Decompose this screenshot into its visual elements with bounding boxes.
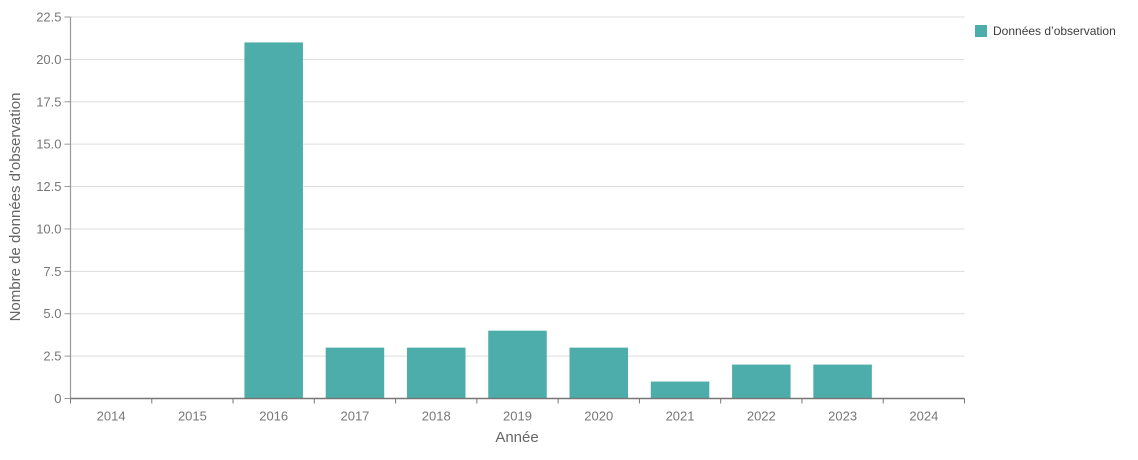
x-tick-label: 2014 bbox=[97, 409, 126, 424]
y-tick-label: 5.0 bbox=[43, 306, 61, 321]
x-axis-title: Année bbox=[495, 429, 538, 446]
bar-2023 bbox=[813, 364, 872, 399]
legend: Données d’observation bbox=[975, 24, 1116, 38]
gridlines bbox=[70, 16, 965, 357]
bar-2021 bbox=[650, 381, 710, 399]
bar-2020 bbox=[569, 347, 629, 399]
x-tick-label: 2016 bbox=[259, 409, 288, 424]
legend-label: Données d’observation bbox=[993, 24, 1116, 38]
x-tick-label: 2024 bbox=[909, 409, 938, 424]
y-tick-label: 2.5 bbox=[43, 349, 61, 364]
y-tick-label: 22.5 bbox=[36, 10, 61, 25]
y-tick-label: 15.0 bbox=[36, 137, 61, 152]
y-tick-label: 17.5 bbox=[36, 94, 61, 109]
legend-swatch bbox=[975, 25, 987, 37]
y-tick-label: 10.0 bbox=[36, 221, 61, 236]
x-tick-label: 2018 bbox=[422, 409, 451, 424]
bars bbox=[244, 42, 872, 399]
x-tick-label: 2023 bbox=[828, 409, 857, 424]
y-tick-label: 20.0 bbox=[36, 52, 61, 67]
y-tick-label: 12.5 bbox=[36, 179, 61, 194]
x-tick-label: 2019 bbox=[503, 409, 532, 424]
bar-2022 bbox=[732, 364, 791, 399]
x-tick-label: 2021 bbox=[666, 409, 695, 424]
x-tick-label: 2015 bbox=[178, 409, 207, 424]
bar-2017 bbox=[325, 347, 385, 399]
y-axis: 0 2.5 5.0 7.5 10.0 12.5 15.0 17.5 20.0 22.5 bbox=[36, 10, 72, 406]
y-tick-label: 0 bbox=[54, 391, 61, 406]
bar-2016 bbox=[244, 42, 303, 399]
x-tick-label: 2020 bbox=[584, 409, 613, 424]
x-tick-label: 2017 bbox=[340, 409, 369, 424]
y-tick-label: 7.5 bbox=[43, 264, 61, 279]
y-axis-title: Nombre de données d'observation bbox=[7, 93, 24, 322]
x-axis: 2014 2015 2016 2017 2018 2019 2020 2021 2022 2023… bbox=[70, 397, 965, 424]
x-tick-label: 2022 bbox=[747, 409, 776, 424]
bar-2018 bbox=[406, 347, 466, 399]
bar-2019 bbox=[488, 330, 547, 399]
